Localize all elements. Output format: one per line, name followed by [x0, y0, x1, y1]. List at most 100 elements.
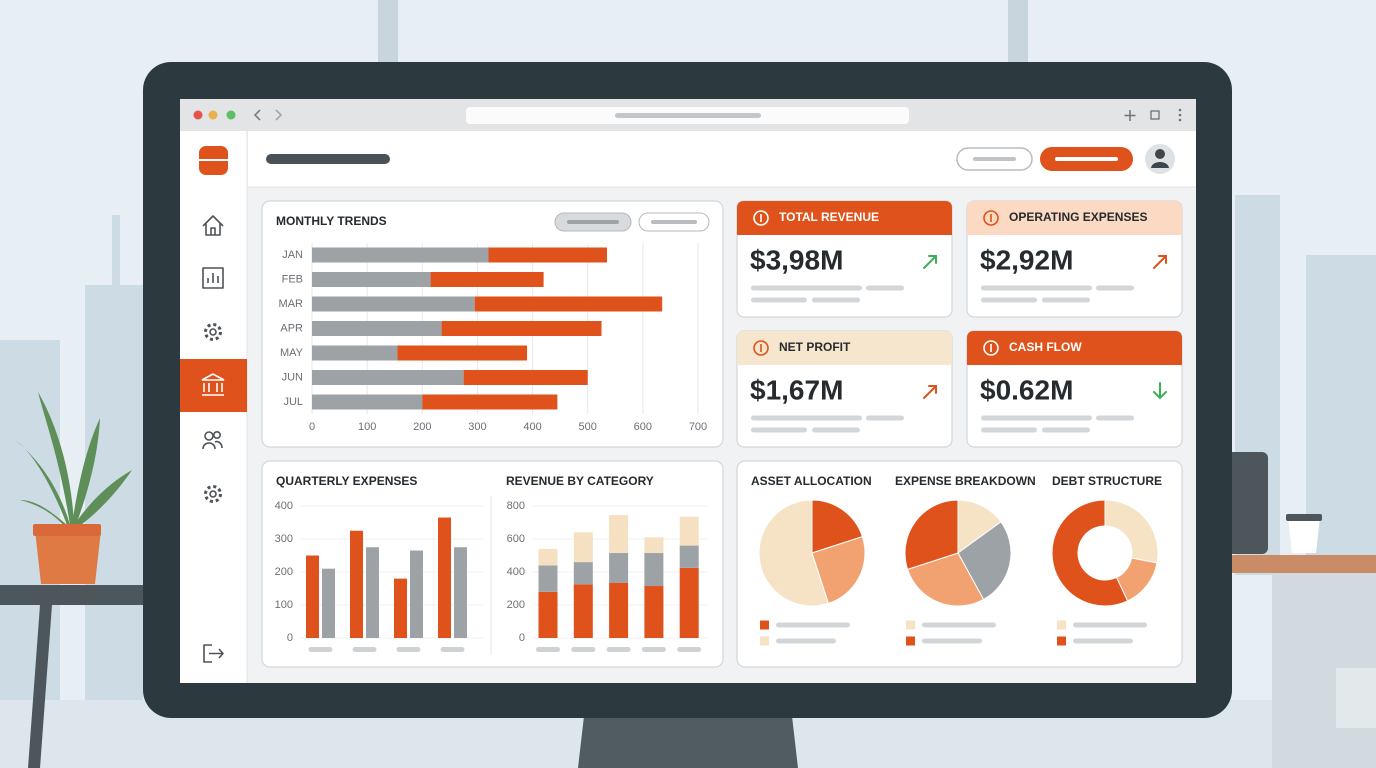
nav-reports[interactable]: [202, 267, 224, 289]
chart-title: DEBT STRUCTURE: [1052, 474, 1162, 488]
legend-swatch: [906, 620, 915, 630]
button-text: [973, 157, 1016, 161]
nav-home[interactable]: [202, 215, 224, 236]
y-tick-label: 200: [507, 599, 525, 611]
kpi-detail-placeholder: [1096, 285, 1134, 291]
legend-placeholder: [1073, 622, 1147, 628]
legend-swatch: [906, 636, 915, 646]
plant-leaf: [72, 418, 100, 525]
y-tick-label: FEB: [282, 273, 303, 285]
y-tick-label: APR: [280, 322, 303, 334]
kpi-icon: [753, 340, 769, 356]
building: [85, 285, 143, 705]
window-dot[interactable]: [208, 110, 218, 120]
chart-title: MONTHLY TRENDS: [276, 214, 387, 228]
nav-settings[interactable]: [204, 323, 222, 341]
bar: [410, 550, 423, 638]
nav-users[interactable]: [202, 440, 223, 450]
table-leg: [28, 605, 52, 768]
window-frame: [378, 0, 398, 64]
kpi-detail-placeholder: [1096, 415, 1134, 421]
bar-segment: [538, 591, 558, 638]
kpi-title: CASH FLOW: [1009, 340, 1082, 354]
nav-bank[interactable]: [201, 373, 225, 396]
y-tick-label: JUL: [283, 396, 303, 408]
y-tick-label: 400: [507, 566, 525, 578]
bar-segment: [474, 296, 663, 312]
legend-placeholder: [922, 622, 996, 628]
bar-segment: [463, 370, 588, 385]
nav-users-head: [204, 431, 214, 441]
bar-segment: [312, 272, 431, 287]
kpi-icon: [983, 340, 999, 356]
side-table: [0, 585, 143, 605]
kpi-detail-placeholder: [866, 285, 904, 291]
x-label-placeholder: [606, 647, 631, 652]
bar-segment: [312, 321, 442, 336]
menu-dot[interactable]: [1178, 118, 1182, 122]
new-tab[interactable]: [1124, 110, 1136, 121]
donut-slice: [1104, 499, 1159, 564]
pie-slice: [758, 499, 830, 607]
y-tick-label: JAN: [282, 249, 303, 261]
x-label-placeholder: [308, 647, 333, 652]
bar-segment: [609, 582, 629, 638]
kpi-detail-placeholder: [812, 427, 860, 433]
kpi-title: OPERATING EXPENSES: [1009, 210, 1147, 224]
bar-segment: [538, 565, 558, 592]
window-frame: [1008, 0, 1028, 64]
monitor-stand: [578, 716, 798, 768]
nav-logout[interactable]: [203, 644, 224, 663]
bar-segment: [573, 584, 593, 638]
kpi-band: [737, 201, 952, 235]
cup: [1288, 517, 1320, 553]
legend-swatch: [1057, 636, 1066, 646]
y-tick-label: 300: [275, 533, 293, 545]
window-dot[interactable]: [226, 110, 236, 120]
legend-swatch: [760, 620, 769, 630]
back-arrow[interactable]: [253, 109, 261, 121]
kpi-detail-placeholder: [751, 285, 862, 291]
chart-title: ASSET ALLOCATION: [751, 474, 872, 488]
plant-leaf: [15, 440, 70, 525]
kpi-title: TOTAL REVENUE: [779, 210, 879, 224]
window-dot[interactable]: [193, 110, 203, 120]
kpi-detail-placeholder: [981, 427, 1037, 433]
forward-arrow[interactable]: [275, 109, 283, 121]
bar: [350, 530, 363, 638]
donut-slice: [1051, 499, 1129, 607]
plant-leaf: [38, 392, 74, 525]
x-tick-label: 400: [523, 421, 541, 433]
kpi-detail-placeholder: [981, 415, 1092, 421]
pie-slice: [811, 535, 866, 605]
menu-dot[interactable]: [1178, 113, 1182, 117]
kpi-detail-placeholder: [981, 285, 1092, 291]
x-label-placeholder: [677, 647, 702, 652]
page-title-placeholder: [266, 154, 390, 164]
x-label-placeholder: [352, 647, 377, 652]
y-tick-label: 200: [275, 566, 293, 578]
legend-placeholder: [1073, 638, 1133, 644]
bar-segment: [644, 537, 664, 554]
pill-text: [567, 220, 619, 224]
plant-pot: [35, 530, 101, 584]
bar: [454, 547, 467, 638]
trend-arrow: [923, 385, 937, 399]
kpi-value: $3,98M: [750, 244, 843, 275]
kpi-band: [967, 331, 1182, 365]
bar-segment: [312, 296, 475, 312]
x-tick-label: 600: [634, 421, 652, 433]
nav-preferences[interactable]: [204, 485, 222, 503]
bar-segment: [312, 247, 489, 263]
bar: [394, 578, 407, 638]
bar-segment: [538, 548, 558, 566]
x-label-placeholder: [396, 647, 421, 652]
x-tick-label: 700: [689, 421, 707, 433]
bar-segment: [397, 345, 528, 361]
bar-segment: [488, 247, 608, 263]
tabs-icon[interactable]: [1150, 110, 1160, 120]
x-label-placeholder: [440, 647, 465, 652]
pie-slice: [957, 521, 1012, 601]
menu-dot[interactable]: [1178, 108, 1182, 112]
